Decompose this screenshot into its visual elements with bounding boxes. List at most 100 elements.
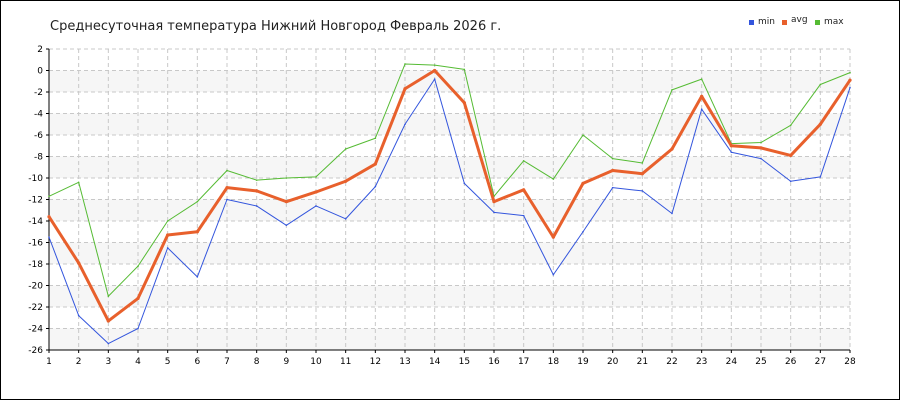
data-point-max (789, 124, 792, 127)
data-point-min (552, 273, 555, 276)
y-tick-label: -6 (34, 131, 43, 141)
data-point-min (166, 247, 169, 249)
data-point-avg (462, 101, 466, 105)
y-tick-label: -26 (28, 346, 43, 356)
x-tick-label: 17 (518, 357, 529, 367)
data-point-min (463, 182, 466, 185)
x-tick-label: 12 (370, 357, 381, 367)
data-point-avg (136, 296, 140, 300)
data-point-min (77, 314, 80, 317)
data-point-avg (77, 261, 81, 265)
y-tick-label: -14 (28, 217, 43, 227)
data-point-min (760, 157, 762, 160)
y-tick-label: -20 (28, 282, 43, 292)
data-point-min (196, 276, 199, 278)
plot-band (49, 199, 850, 221)
y-tick-label: -8 (34, 153, 43, 163)
data-point-max (196, 200, 199, 203)
y-tick-label: -18 (28, 260, 43, 270)
data-point-avg (492, 200, 496, 204)
x-tick-label: 16 (488, 357, 500, 367)
data-point-avg (47, 215, 51, 219)
plot-band (49, 285, 850, 307)
x-tick-label: 18 (548, 357, 560, 367)
data-point-avg (314, 190, 318, 194)
data-point-min (285, 224, 288, 227)
data-point-avg (818, 122, 822, 126)
x-tick-label: 13 (399, 357, 410, 367)
data-point-avg (106, 319, 110, 323)
data-point-max (522, 160, 525, 162)
x-tick-label: 1 (46, 357, 52, 367)
data-point-avg (195, 230, 199, 234)
x-tick-label: 9 (283, 357, 289, 367)
data-point-max (107, 295, 110, 298)
data-point-avg (522, 188, 526, 192)
data-point-min (137, 327, 139, 330)
x-tick-label: 3 (105, 357, 111, 367)
x-tick-label: 26 (785, 357, 797, 367)
data-point-max (166, 220, 169, 222)
data-point-min (522, 214, 525, 217)
data-point-max (374, 137, 377, 140)
x-tick-label: 25 (755, 357, 766, 367)
data-point-min (849, 86, 851, 89)
data-point-max (137, 265, 139, 267)
data-point-avg (611, 168, 615, 173)
data-point-max (48, 195, 50, 198)
data-point-min (107, 342, 110, 345)
data-point-max (552, 178, 555, 180)
y-tick-label: -22 (28, 303, 43, 313)
data-point-min (611, 186, 614, 189)
data-point-avg (403, 87, 407, 91)
data-point-min (315, 205, 317, 207)
x-tick-label: 8 (254, 357, 260, 367)
x-tick-label: 20 (607, 357, 619, 367)
y-tick-label: -12 (28, 196, 43, 206)
data-point-avg (344, 179, 348, 183)
data-point-min (374, 185, 377, 188)
series-line-max (48, 63, 851, 297)
legend-swatch-max (815, 20, 820, 25)
data-point-avg (433, 68, 437, 73)
x-tick-label: 5 (165, 357, 171, 367)
data-point-max (849, 71, 851, 74)
data-point-min (789, 180, 792, 183)
x-tick-label: 22 (666, 357, 677, 367)
x-tick-label: 7 (224, 357, 230, 367)
data-point-max (77, 181, 80, 184)
data-point-max (463, 68, 466, 71)
data-point-avg (166, 233, 170, 237)
x-tick-label: 10 (310, 357, 322, 367)
x-tick-label: 11 (340, 357, 351, 367)
y-tick-label: -24 (28, 325, 43, 335)
plot-band (49, 156, 850, 178)
x-tick-label: 15 (459, 357, 470, 367)
x-tick-label: 19 (577, 357, 589, 367)
y-tick-label: -2 (34, 88, 43, 98)
data-point-avg (759, 146, 763, 150)
x-tick-label: 27 (815, 357, 826, 367)
plot-band (49, 328, 850, 350)
data-point-min (819, 176, 822, 178)
data-point-max (611, 157, 614, 160)
data-point-avg (225, 186, 229, 190)
data-point-max (226, 169, 228, 172)
y-tick-label: 2 (37, 45, 43, 55)
data-point-max (760, 141, 762, 144)
x-tick-label: 2 (76, 357, 82, 367)
y-tick-label: 0 (37, 67, 43, 77)
x-tick-label: 28 (844, 357, 856, 367)
data-point-min (226, 198, 228, 201)
data-point-max (404, 63, 406, 65)
x-tick-label: 24 (726, 357, 738, 367)
data-point-avg (700, 94, 704, 98)
data-point-avg (373, 162, 377, 166)
plot-band (49, 113, 850, 135)
x-tick-label: 4 (135, 357, 141, 367)
series-line-min (48, 78, 851, 345)
data-point-avg (255, 189, 259, 193)
data-point-min (671, 212, 673, 215)
series-line-avg (47, 69, 852, 323)
